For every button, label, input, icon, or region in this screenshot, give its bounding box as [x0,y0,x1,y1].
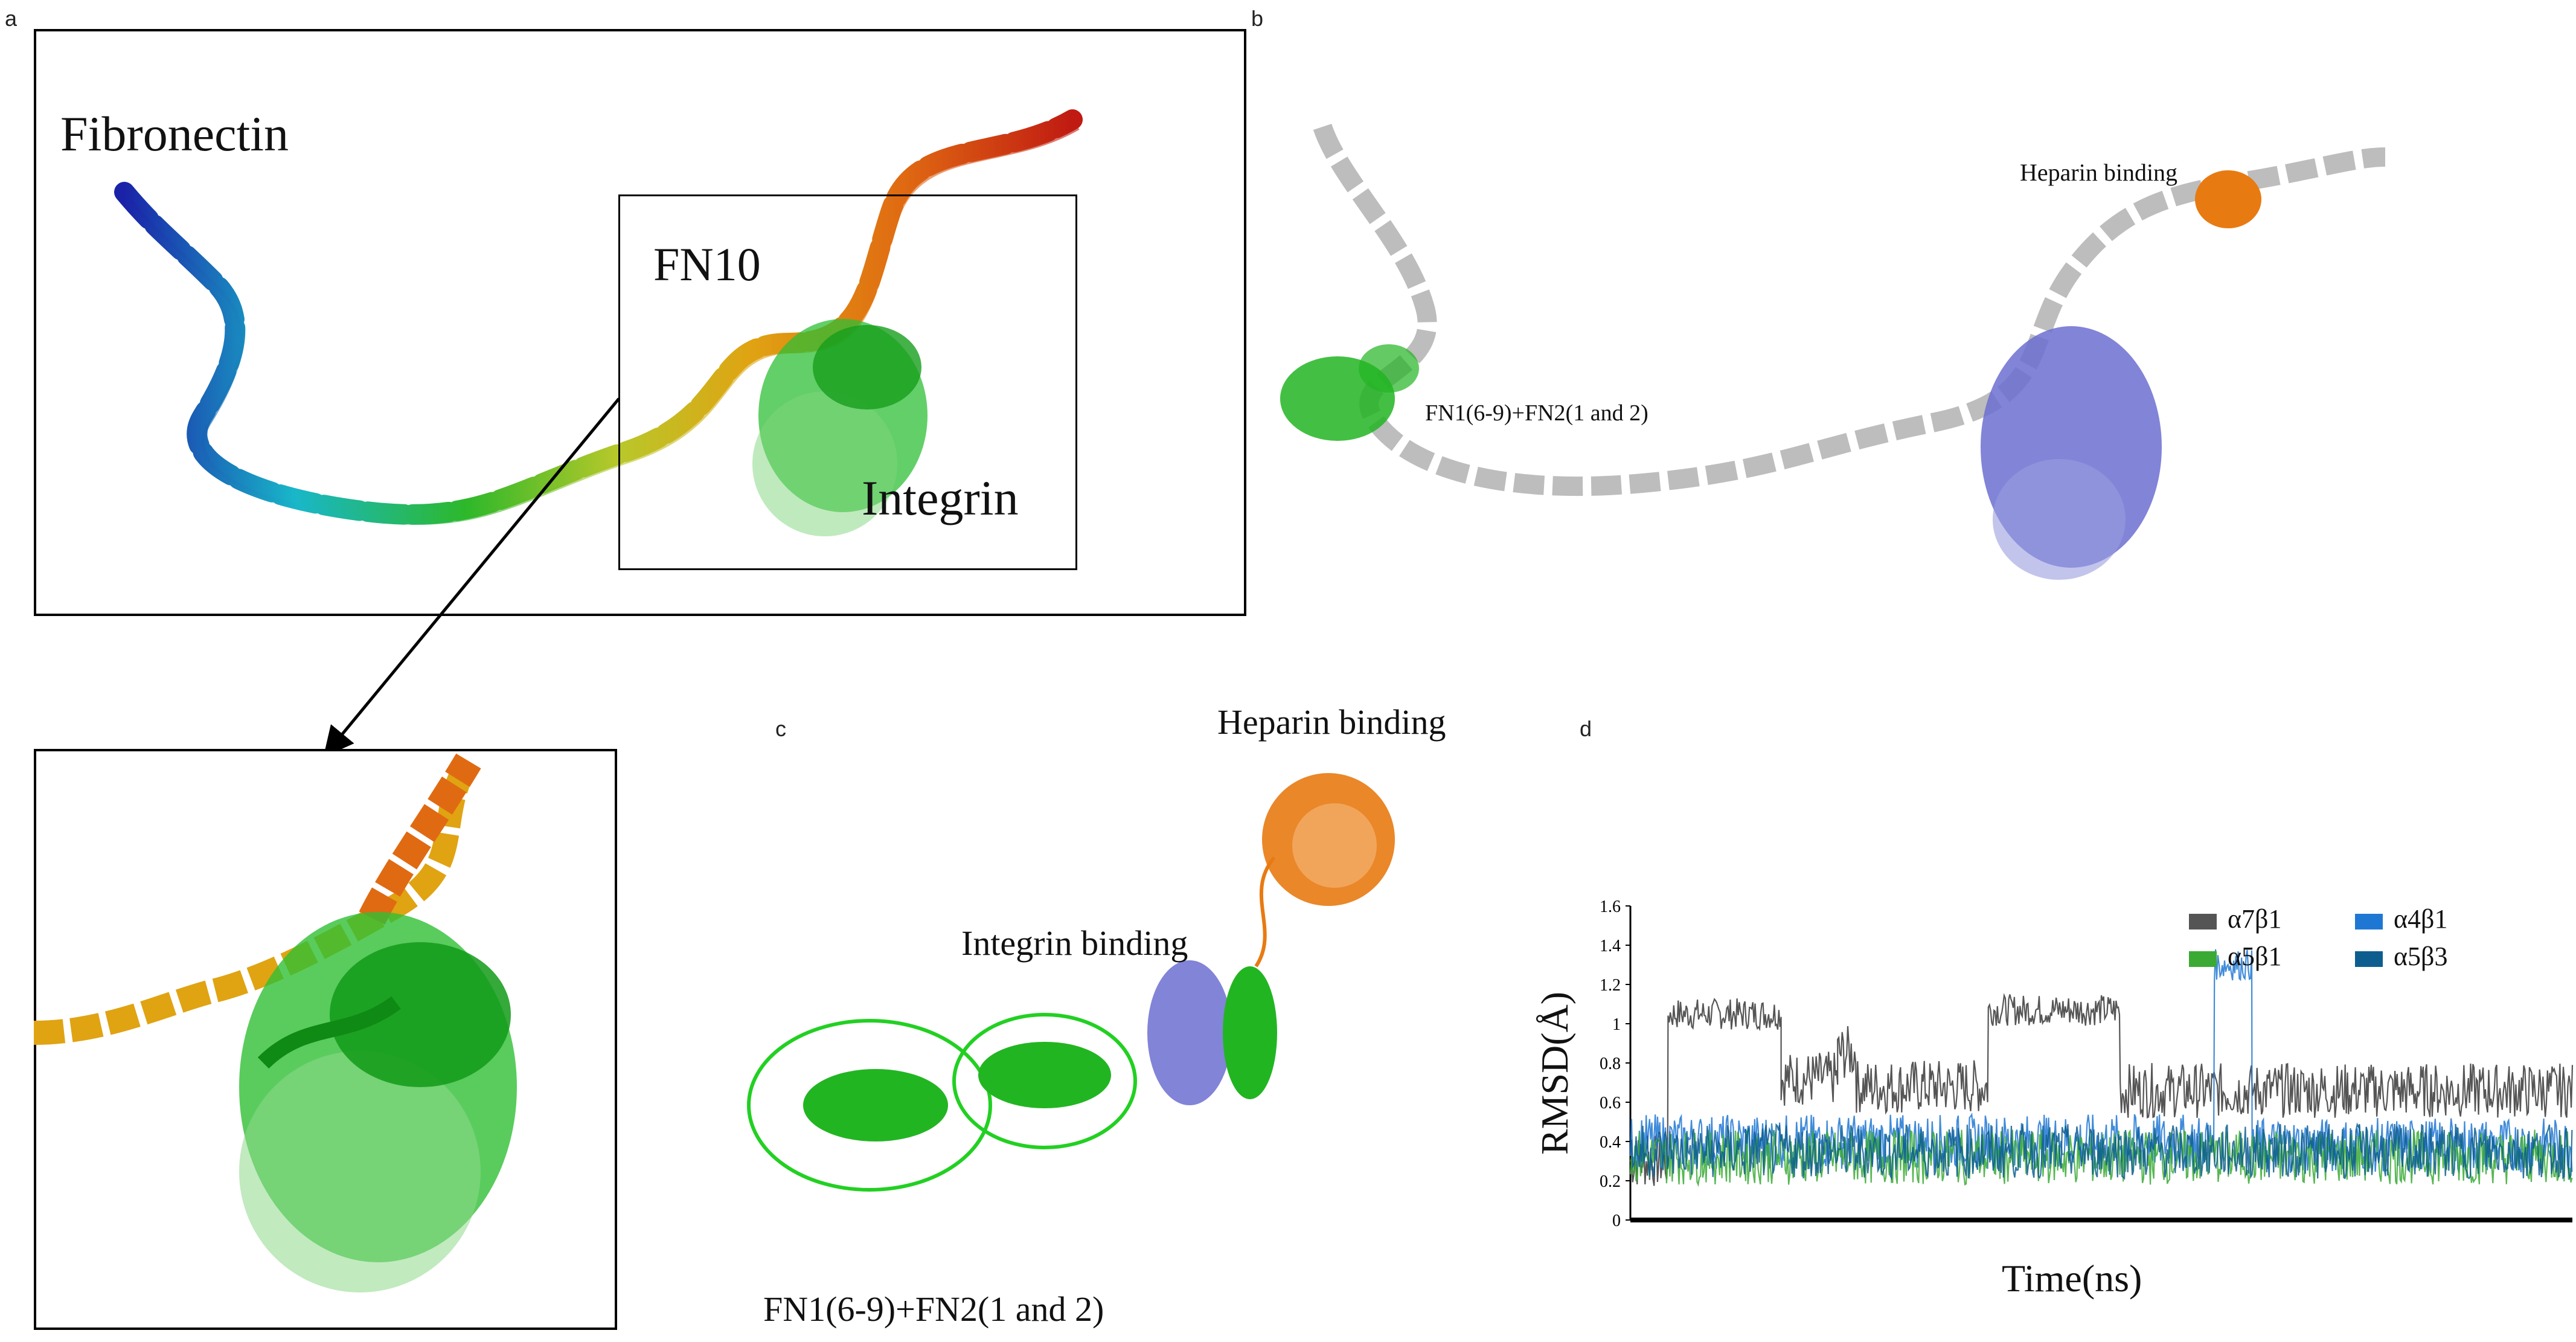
panel-letter-b: b [1251,6,1264,31]
y-tick-label-7: 1.4 [1600,937,1621,955]
legend-a5b3-swatch [2355,951,2383,967]
legend-a7b1-swatch [2189,913,2217,929]
panel-b-fn-label: FN1(6-9)+FN2(1 and 2) [1425,400,1648,426]
series-line-3 [1630,1122,2573,1181]
y-tick-label-0: 0 [1612,1212,1621,1230]
legend-a5b3: α5β3 [2355,941,2447,972]
integrin-label: Integrin [862,470,1019,525]
panel-b-structure [1280,123,2386,580]
panel-c-structure [747,773,1395,1192]
fibronectin-structure [114,109,1083,536]
series-line-0 [1629,993,2574,1186]
legend-a4b1-label: α4β1 [2394,904,2448,934]
series-line-2 [1629,1129,2573,1187]
panel-b-heparin-label: Heparin binding [2020,159,2178,186]
y-tick-label-1: 0.2 [1600,1172,1621,1191]
legend-a7b1: α7β1 [2189,904,2281,934]
y-tick-label-8: 1.6 [1600,897,1621,916]
fn10-label: FN10 [653,238,761,291]
fibronectin-label: Fibronectin [60,106,289,161]
y-tick-label-4: 0.8 [1600,1055,1621,1073]
legend-a5b1: α5β1 [2189,941,2281,972]
legend-a7b1-label: α7β1 [2228,904,2282,934]
panel-c-fn-label: FN1(6-9)+FN2(1 and 2) [763,1289,1104,1329]
integrin-inset-box [618,194,1077,570]
legend-a4b1-swatch [2355,913,2383,929]
panel-c-integrin-label: Integrin binding [961,923,1188,963]
legend-a4b1: α4β1 [2355,904,2447,934]
zoom-structure [33,753,517,1292]
y-tick-label-3: 0.6 [1600,1094,1621,1112]
legend-a5b1-label: α5β1 [2228,942,2282,971]
y-tick-label-2: 0.4 [1600,1133,1621,1152]
y-tick-label-6: 1.2 [1600,976,1621,995]
legend-a5b1-swatch [2189,951,2217,967]
rmsd-chart: 0 0.2 0.4 0.6 0.8 1 1.2 1.4 1.6 [1600,897,2574,1230]
panel-letter-d: d [1580,716,1592,741]
legend-a5b3-label: α5β3 [2394,942,2448,971]
panel-letter-a: a [5,6,18,31]
panel-letter-c: c [775,716,786,741]
y-tick-label-5: 1 [1612,1015,1621,1034]
panel-c-heparin-label: Heparin binding [1217,702,1446,742]
chart-xlabel: Time(ns) [2002,1257,2142,1300]
chart-ylabel: RMSD(Å) [1533,991,1577,1155]
